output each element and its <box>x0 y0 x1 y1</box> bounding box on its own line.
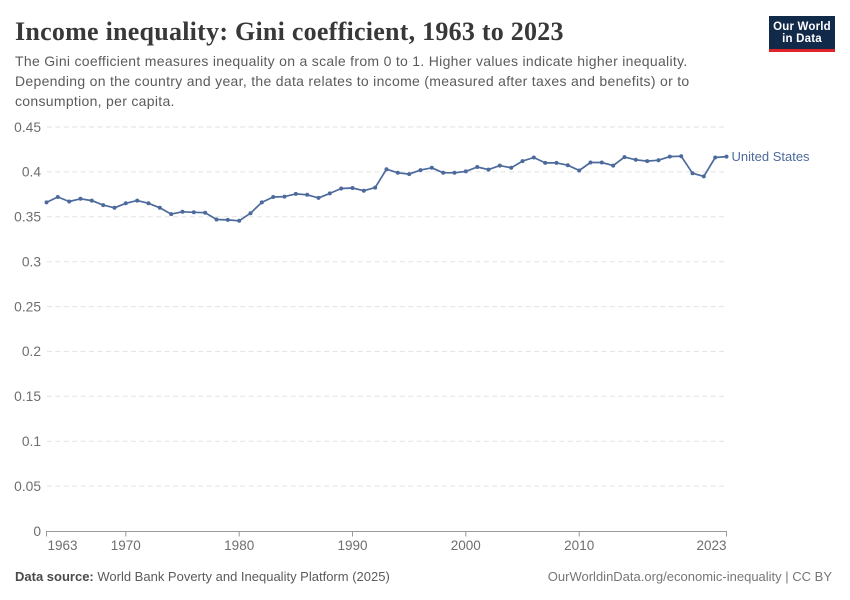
svg-text:2000: 2000 <box>451 538 481 553</box>
svg-text:2010: 2010 <box>564 538 594 553</box>
svg-text:1963: 1963 <box>48 538 78 553</box>
svg-text:0.15: 0.15 <box>14 389 41 404</box>
svg-text:0.35: 0.35 <box>14 210 41 225</box>
svg-text:0.25: 0.25 <box>14 299 41 314</box>
svg-text:0.3: 0.3 <box>22 255 42 270</box>
svg-text:2023: 2023 <box>696 538 726 553</box>
svg-text:0.4: 0.4 <box>22 165 42 180</box>
svg-text:United States: United States <box>732 149 811 164</box>
svg-text:0.1: 0.1 <box>22 434 41 449</box>
svg-text:0: 0 <box>33 524 41 539</box>
svg-text:1990: 1990 <box>337 538 367 553</box>
svg-text:0.2: 0.2 <box>22 344 41 359</box>
svg-text:0.45: 0.45 <box>14 120 41 135</box>
svg-text:1980: 1980 <box>224 538 254 553</box>
svg-text:0.05: 0.05 <box>14 479 41 494</box>
svg-text:1970: 1970 <box>111 538 141 553</box>
